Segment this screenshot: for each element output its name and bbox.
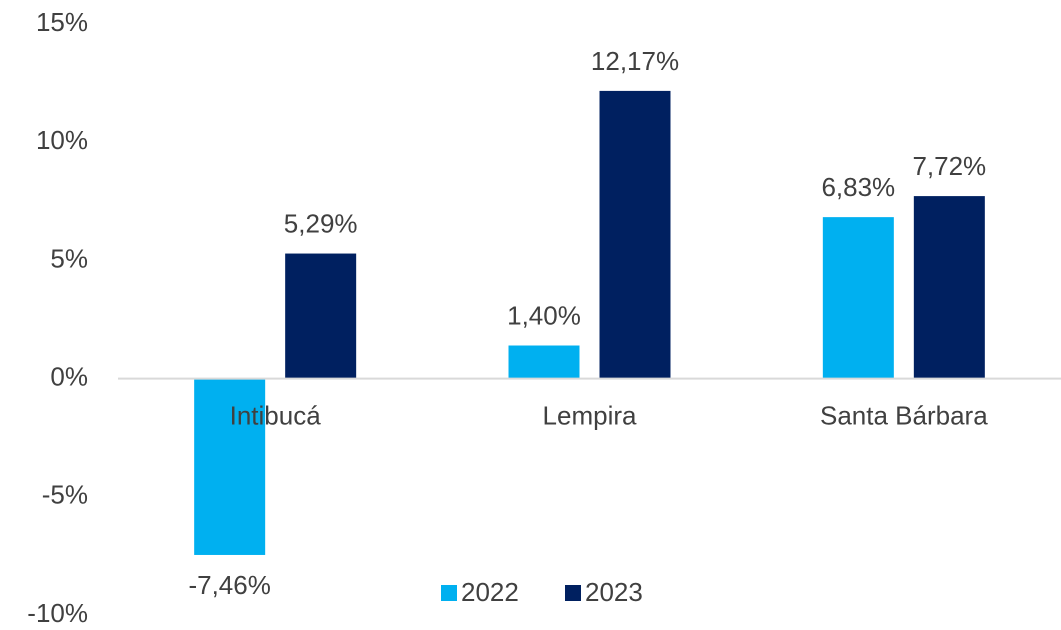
data-label: -7,46% xyxy=(188,570,270,600)
x-tick-label: Lempira xyxy=(543,400,637,430)
x-tick-label: Santa Bárbara xyxy=(820,400,988,430)
bar xyxy=(285,253,357,379)
y-tick-label: 10% xyxy=(36,125,88,155)
bar xyxy=(194,378,266,555)
bar xyxy=(913,196,985,379)
legend-swatch xyxy=(565,585,581,601)
bar xyxy=(822,217,894,379)
data-label: 1,40% xyxy=(507,300,581,330)
data-label: 6,83% xyxy=(821,172,895,202)
data-label: 12,17% xyxy=(591,46,679,76)
data-label: 5,29% xyxy=(284,208,358,238)
legend-swatch xyxy=(441,585,457,601)
legend-label: 2023 xyxy=(585,577,643,607)
x-tick-label: Intibucá xyxy=(230,400,322,430)
y-tick-label: 0% xyxy=(50,361,88,391)
y-tick-label: -10% xyxy=(27,598,88,628)
data-label: 7,72% xyxy=(912,151,986,181)
legend-label: 2022 xyxy=(461,577,519,607)
bar xyxy=(599,90,671,379)
y-tick-label: 15% xyxy=(36,7,88,37)
y-tick-label: 5% xyxy=(50,243,88,273)
y-tick-label: -5% xyxy=(42,480,88,510)
bar xyxy=(508,345,580,379)
